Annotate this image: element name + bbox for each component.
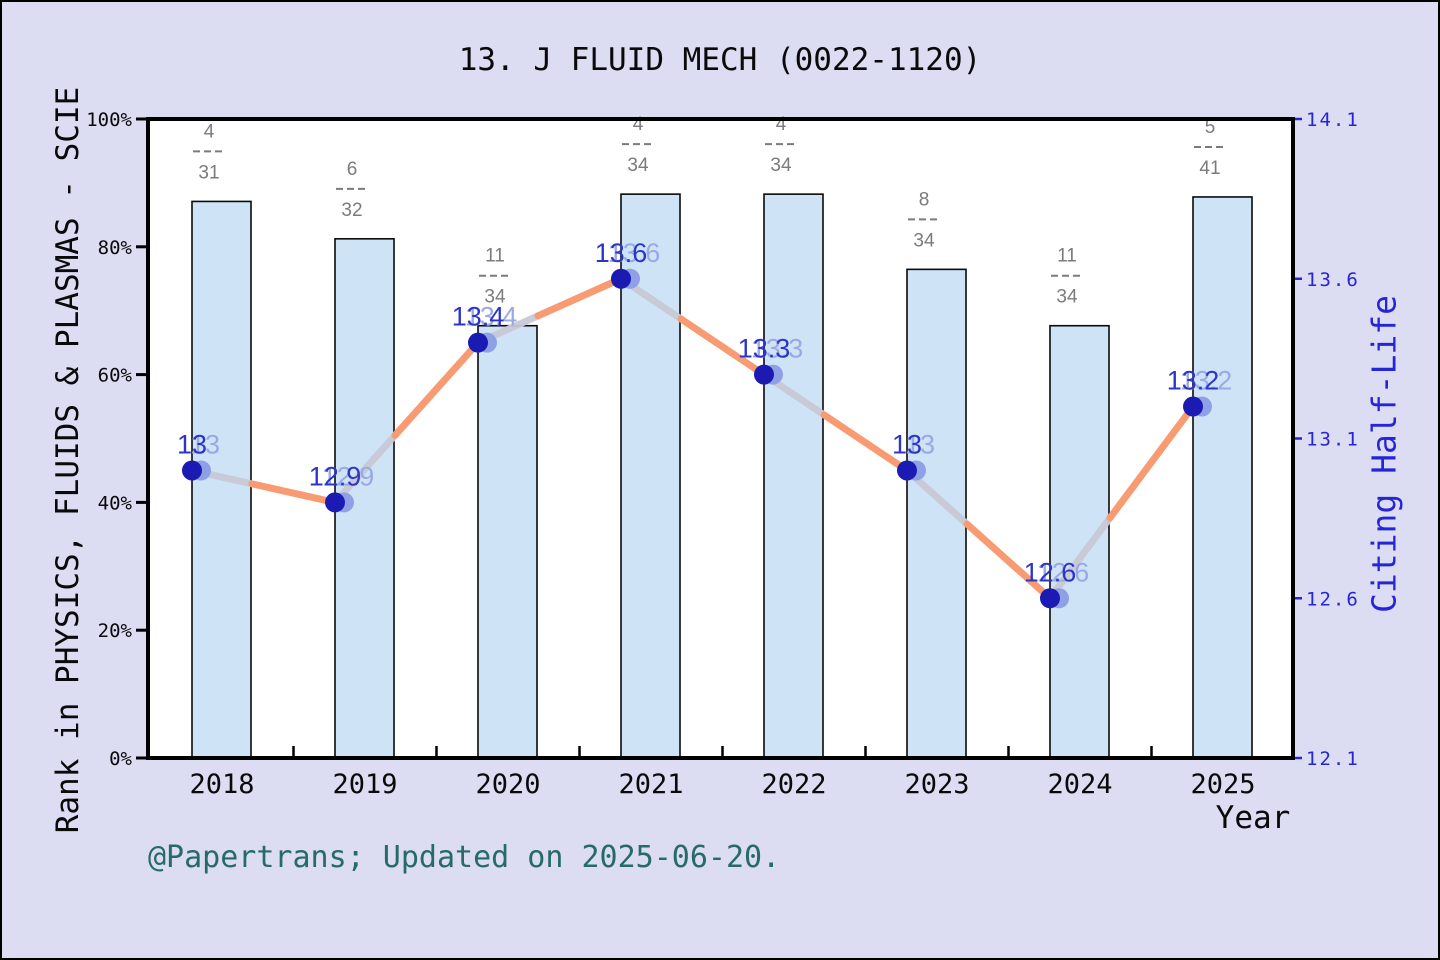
line-point-2022 [754, 364, 774, 385]
x-tick-label: 2023 [904, 769, 969, 800]
halflife-line [391, 339, 482, 439]
fraction-numerator: 11 [1057, 246, 1077, 267]
watermark-text: @Papertrans; Updated on 2025-06-20. [148, 840, 781, 875]
line-point-2021 [611, 268, 631, 289]
point-label-2020: 13.4 [452, 302, 505, 332]
point-label-2021: 13.6 [595, 238, 648, 268]
halflife-line-gray [1046, 514, 1114, 602]
fraction-denominator: 34 [770, 155, 792, 176]
halflife-line [677, 315, 768, 379]
fraction-numerator: 11 [485, 246, 505, 267]
bar-2025 [1192, 196, 1253, 759]
y-left-tick-label: 100% [86, 109, 132, 131]
y-right-tick-label: 14.1 [1306, 109, 1360, 131]
x-tick-label: 2019 [332, 769, 397, 800]
fraction-numerator: 5 [1205, 117, 1216, 138]
chart-title: 13. J FLUID MECH (0022-1120) [458, 42, 982, 78]
plot-frame [146, 117, 1295, 760]
line-point-2019 [325, 492, 345, 513]
x-axis-label: Year [1215, 800, 1291, 836]
x-tick-label: 2018 [189, 769, 254, 800]
halflife-line [248, 480, 339, 506]
line-point-2023 [897, 460, 917, 481]
fraction-denominator: 32 [341, 200, 362, 221]
fraction-denominator: 34 [1056, 287, 1078, 308]
y-right-tick-label: 13.1 [1306, 429, 1360, 451]
line-point-2018 [182, 460, 202, 481]
halflife-line [1106, 403, 1197, 522]
point-label-2023: 13 [892, 429, 922, 459]
y-left-tick-label: 80% [98, 237, 133, 259]
x-tick-label: 2022 [761, 769, 826, 800]
x-tick-label: 2024 [1047, 769, 1112, 800]
fraction-denominator: 34 [913, 230, 935, 251]
line-point-2024 [1040, 588, 1060, 609]
point-label-2022: 13.3 [738, 334, 791, 364]
halflife-line-gray [331, 431, 399, 506]
bar-2020 [477, 324, 538, 759]
fraction-numerator: 4 [776, 114, 787, 135]
fraction-denominator: 34 [627, 155, 649, 176]
point-label-2025: 13.2 [1167, 366, 1220, 396]
fraction-numerator: 8 [919, 189, 930, 210]
y-left-tick-label: 0% [109, 748, 132, 770]
point-label-shadow: 13 [190, 429, 220, 459]
plot-area [148, 119, 1293, 758]
x-tick-label: 2021 [618, 769, 683, 800]
y-left-tick-label: 60% [98, 365, 133, 387]
point-label-2024: 12.6 [1024, 557, 1077, 587]
line-point-2020 [468, 332, 488, 353]
halflife-line [534, 275, 625, 320]
fraction-denominator: 31 [198, 162, 219, 183]
bar-2024 [1049, 324, 1110, 759]
point-label-shadow: 13 [905, 429, 935, 459]
fraction-numerator: 6 [347, 159, 358, 180]
line-point-2025 [1183, 396, 1203, 417]
point-label-shadow: 12.9 [322, 461, 375, 491]
x-tick-label: 2025 [1190, 769, 1255, 800]
fraction-numerator: 4 [633, 114, 644, 135]
point-label-shadow: 13.6 [608, 238, 661, 268]
y-right-tick-label: 12.6 [1306, 588, 1360, 610]
halflife-line [820, 411, 911, 474]
fraction-denominator: 41 [1199, 158, 1220, 179]
y-right-tick-label: 13.6 [1306, 269, 1360, 291]
fraction-denominator: 34 [484, 287, 506, 308]
point-label-shadow: 13.4 [465, 302, 518, 332]
point-label-shadow: 12.6 [1037, 557, 1090, 587]
fraction-numerator: 4 [204, 121, 215, 142]
halflife-line [963, 520, 1054, 602]
y-left-tick-label: 20% [98, 620, 133, 642]
y-right-tick-label: 12.1 [1306, 748, 1360, 770]
bar-2022 [763, 193, 824, 759]
point-label-shadow: 13.2 [1180, 366, 1233, 396]
y-left-tick-label: 40% [98, 492, 133, 514]
x-tick-label: 2020 [475, 769, 540, 800]
point-label-shadow: 13.3 [751, 334, 804, 364]
point-label-2019: 12.9 [309, 461, 362, 491]
point-label-2018: 13 [177, 429, 207, 459]
